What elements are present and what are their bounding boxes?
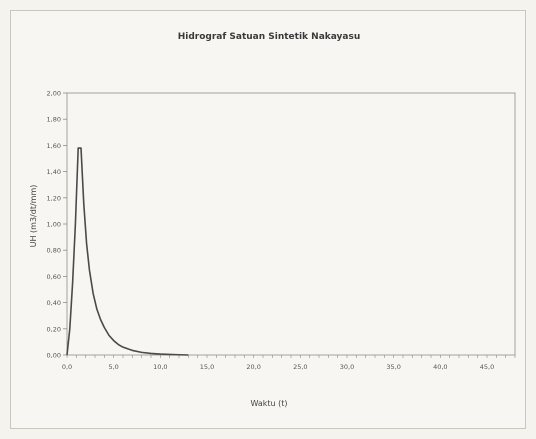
y-tick-label: 1,00: [47, 221, 61, 229]
chart: Hidrograf Satuan Sintetik Nakayasu 0,000…: [29, 32, 516, 408]
y-tick-label: 1,40: [47, 168, 61, 176]
y-tick-label: 0,40: [47, 299, 61, 307]
x-tick-label: 10,0: [153, 363, 167, 371]
x-tick-label: 20,0: [246, 363, 260, 371]
y-tick-label: 0,00: [47, 352, 61, 360]
y-axis: 0,00 0,20 0,40 0,60 0,80 1,00 1,20 1,40 1,60 1,80…: [47, 90, 67, 360]
x-axis-label: Waktu (t): [250, 399, 287, 408]
y-tick-label: 0,20: [47, 325, 61, 333]
x-tick-label: 40,0: [433, 363, 447, 371]
y-tick-label: 2,00: [47, 90, 61, 98]
x-tick-label: 25,0: [293, 363, 307, 371]
x-tick-label: 15,0: [200, 363, 214, 371]
series-group: [66, 147, 189, 356]
chart-title: Hidrograf Satuan Sintetik Nakayasu: [178, 32, 361, 42]
x-tick-label: 45,0: [480, 363, 494, 371]
x-tick-label: 30,0: [340, 363, 354, 371]
chart-frame: Hidrograf Satuan Sintetik Nakayasu 0,00 0…: [10, 10, 526, 429]
y-tick-label: 1,60: [47, 142, 61, 150]
y-tick-label: 1,80: [47, 116, 61, 124]
y-axis-label: UH (m3/dt/mm): [29, 185, 38, 248]
y-tick-label: 0,60: [47, 273, 61, 281]
x-tick-label: 0,0: [62, 363, 72, 371]
x-tick-label: 35,0: [386, 363, 400, 371]
plot-area: [66, 92, 516, 356]
y-tick-label: 0,80: [47, 247, 61, 255]
y-tick-label: 1,20: [47, 194, 61, 202]
x-axis: 0,0 5,0 10,0 15,0 20,0 25,0 30,0 35,0 40,0 45,0: [62, 355, 516, 371]
series-line: [66, 147, 189, 356]
x-tick-label: 5,0: [108, 363, 118, 371]
